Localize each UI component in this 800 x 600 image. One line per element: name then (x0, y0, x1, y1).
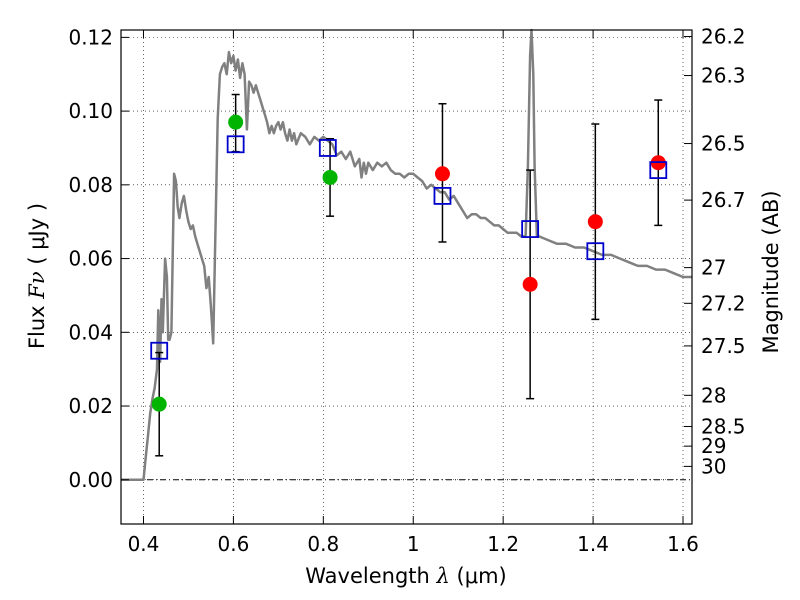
mag-tick-label: 30 (701, 454, 726, 478)
observed-flux-point (322, 169, 338, 185)
y-tick-label: 0.06 (68, 247, 113, 271)
y-tick-label: 0.00 (68, 468, 113, 492)
squares-layer (150, 135, 668, 360)
mag-tick-label: 27.5 (701, 334, 746, 358)
y-axis-title-symbol: Fν (25, 271, 49, 300)
x-axis-title-prefix: Wavelength (305, 564, 430, 588)
observed-flux-point (587, 214, 603, 230)
mag-tick-label: 26.2 (701, 25, 746, 49)
sed-layer (121, 28, 692, 482)
x-axis-title: Wavelength λ (μm) (305, 564, 506, 588)
mag-tick-label: 29 (701, 434, 726, 458)
x-tick-label: 0.4 (128, 532, 160, 556)
sed-model-curve (121, 28, 692, 482)
x-tick-label: 1.2 (487, 532, 519, 556)
mag-tick-label: 27 (701, 256, 726, 280)
model-flux-square (521, 220, 540, 238)
x-tick-label: 1.4 (577, 532, 609, 556)
y2-axis-title: Magnitude (AB) (759, 190, 783, 353)
mag-tick-label: 28.5 (701, 414, 746, 438)
x-tick-label: 0.8 (307, 532, 339, 556)
model-flux-square (226, 135, 245, 154)
mag-tick-label: 26.7 (701, 188, 746, 212)
x-tick-label: 1.6 (667, 532, 699, 556)
plot-frame (120, 29, 693, 525)
tick-layer: 0.4 0.6 0.8 1 1.2 1.4 1.6 0.00 0.02 0.04 0.06 0.08 0… (68, 25, 745, 556)
model-flux-square (586, 242, 605, 261)
y-tick-label: 0.04 (68, 320, 113, 344)
y-axis-title: Flux Fν ( μJy ) (25, 203, 49, 349)
model-flux-square (318, 139, 337, 157)
y-tick-label: 0.02 (68, 394, 113, 418)
mag-tick-label: 27.2 (701, 291, 746, 315)
y-axis-title-unit: ( μJy ) (25, 203, 49, 265)
x-tick-label: 1 (407, 532, 420, 556)
observed-flux-point (151, 396, 167, 412)
errorbar-layer (155, 93, 663, 457)
y-tick-label: 0.08 (68, 173, 113, 197)
grid-layer (121, 30, 692, 524)
mag-tick-label: 26.5 (701, 132, 746, 156)
points-layer (151, 114, 666, 412)
observed-flux-point (228, 114, 244, 130)
observed-flux-point (434, 166, 450, 182)
y-axis-title-prefix: Flux (25, 305, 49, 349)
x-axis-title-symbol: λ (436, 564, 450, 588)
x-tick-label: 0.6 (217, 532, 249, 556)
model-flux-square (433, 186, 452, 205)
x-axis-title-unit: (μm) (457, 564, 507, 588)
model-flux-square (150, 341, 169, 360)
y-tick-label: 0.12 (68, 25, 113, 49)
model-flux-square (649, 161, 668, 179)
mag-tick-label: 28 (701, 383, 726, 407)
y-tick-label: 0.10 (68, 99, 113, 123)
observed-flux-point (522, 276, 538, 292)
mag-tick-label: 26.3 (701, 64, 746, 88)
